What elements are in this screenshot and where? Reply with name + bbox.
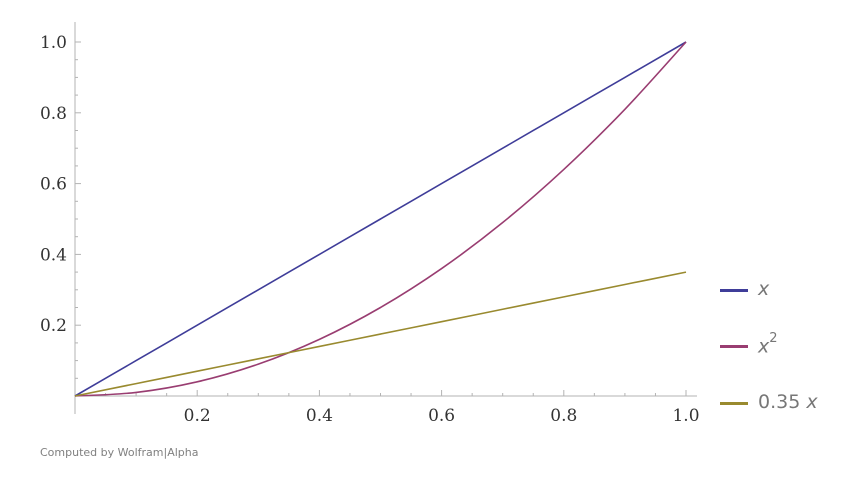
series-layer bbox=[74, 41, 687, 397]
x-tick-label: 0.6 bbox=[428, 406, 455, 426]
x-tick-label: 0.2 bbox=[184, 406, 211, 426]
credit-text: Computed by Wolfram|Alpha bbox=[40, 446, 199, 459]
legend-item-x: x bbox=[720, 278, 850, 306]
legend-label-x: x bbox=[758, 278, 770, 300]
series-line-1 bbox=[74, 41, 687, 397]
legend-label-x-squared: x2 bbox=[758, 331, 778, 358]
axes bbox=[74, 22, 697, 414]
legend-item-x-squared: x2 bbox=[720, 331, 850, 362]
legend-swatch-x bbox=[720, 289, 748, 292]
series-line-2 bbox=[74, 271, 687, 397]
legend-item-0-35x: 0.35 x bbox=[720, 391, 850, 419]
y-tick-label: 1.0 bbox=[40, 33, 67, 53]
y-tick-label: 0.2 bbox=[40, 316, 67, 336]
x-tick-label: 1.0 bbox=[672, 406, 699, 426]
y-tick-label: 0.6 bbox=[40, 175, 67, 195]
series-line-0 bbox=[74, 41, 687, 397]
legend-swatch-x-squared bbox=[720, 345, 748, 348]
tick-labels: 0.2 0.4 0.6 0.8 1.0 0.2 0.4 0.6 0.8 1.0 bbox=[40, 33, 700, 426]
y-tick-label: 0.4 bbox=[40, 245, 67, 265]
legend-label-0-35x: 0.35 x bbox=[758, 391, 818, 413]
x-tick-label: 0.8 bbox=[550, 406, 577, 426]
x-tick-label: 0.4 bbox=[306, 406, 333, 426]
legend-swatch-0-35x bbox=[720, 402, 748, 405]
y-tick-label: 0.8 bbox=[40, 104, 67, 124]
